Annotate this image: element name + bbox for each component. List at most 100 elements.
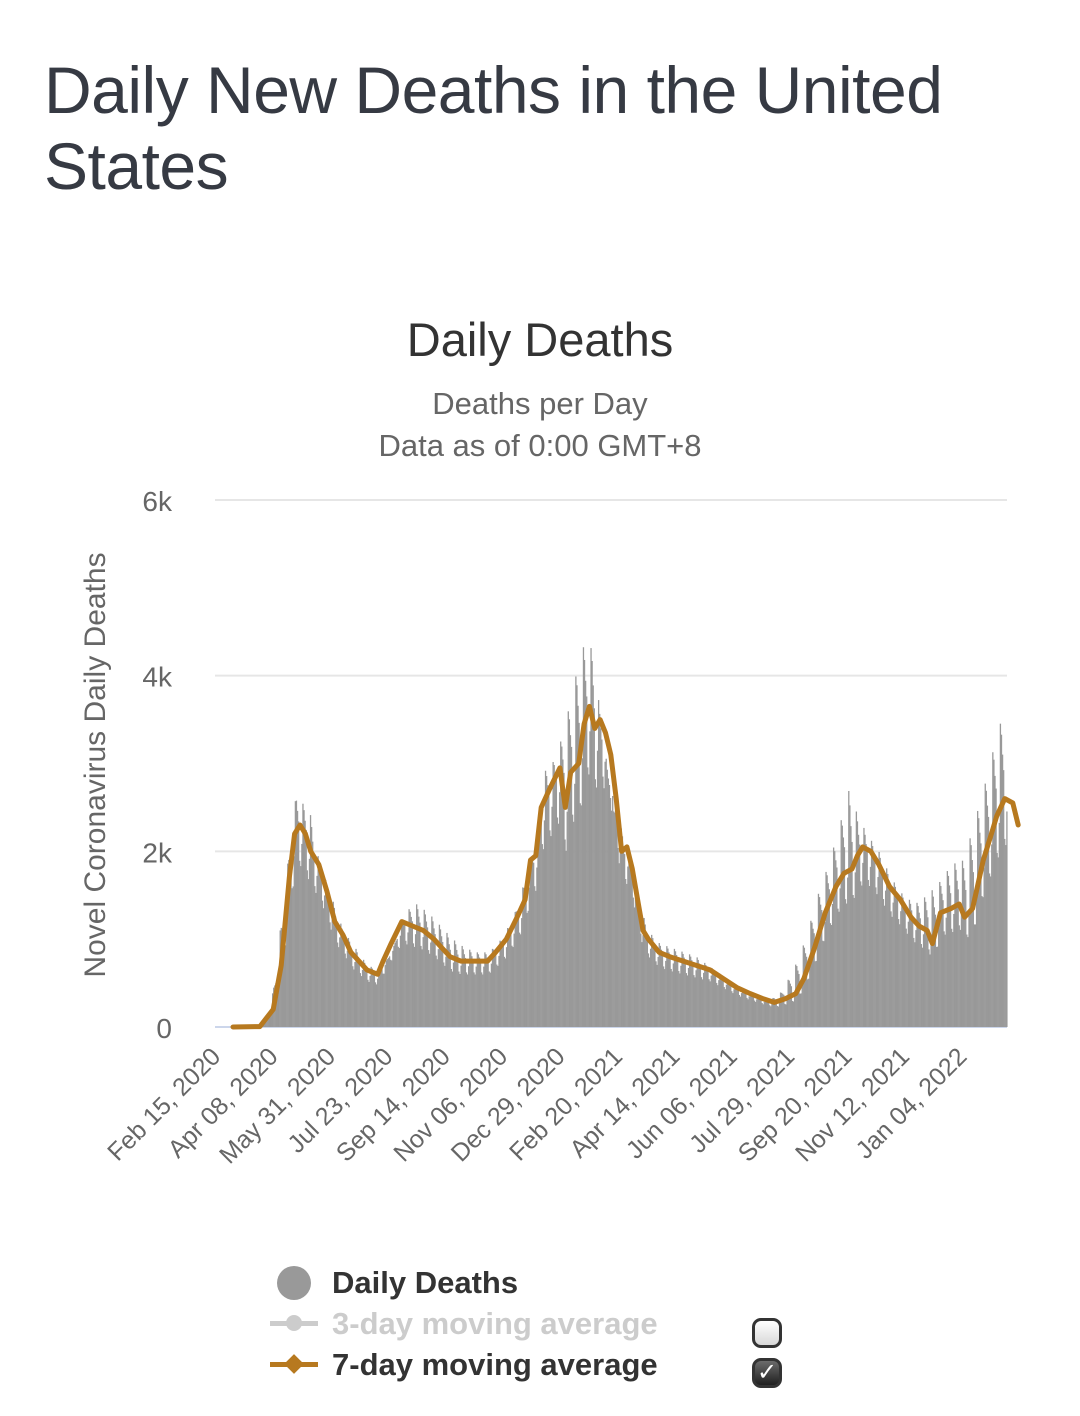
bar <box>530 859 533 1027</box>
bar <box>290 859 292 1027</box>
bar <box>456 949 458 1027</box>
bar <box>921 947 924 1027</box>
bar <box>347 937 350 1027</box>
bar <box>287 863 289 1027</box>
bar <box>583 659 586 1027</box>
bar <box>697 959 699 1027</box>
bar <box>396 938 398 1027</box>
bar <box>420 945 422 1027</box>
bar <box>569 735 572 1027</box>
bar <box>551 806 553 1027</box>
bar <box>878 851 880 1027</box>
legend-label: 3-day moving average <box>332 1305 658 1341</box>
bar <box>627 866 629 1027</box>
legend-item-7-day-average[interactable]: 7-day moving average <box>270 1344 658 1385</box>
bar <box>861 885 863 1027</box>
bar <box>616 820 618 1027</box>
bar <box>471 956 473 1027</box>
bar <box>755 1001 757 1027</box>
bar <box>316 875 318 1027</box>
bar <box>768 1001 770 1027</box>
bar <box>784 1003 786 1027</box>
bar <box>437 949 439 1027</box>
y-tick-label: 6k <box>142 486 173 517</box>
bar <box>951 928 953 1027</box>
bar <box>669 955 671 1027</box>
bar <box>594 779 597 1027</box>
bar <box>677 958 679 1027</box>
bar <box>779 992 782 1027</box>
bar <box>399 935 402 1027</box>
bar <box>413 946 416 1027</box>
bar <box>534 886 536 1027</box>
line-circle-marker-icon <box>270 1303 318 1344</box>
bar <box>780 992 783 1027</box>
bar <box>270 1012 273 1027</box>
bar <box>444 965 446 1027</box>
bar <box>868 886 871 1027</box>
bar <box>843 847 846 1027</box>
bar <box>440 936 443 1027</box>
bar <box>412 943 415 1027</box>
bar <box>408 909 410 1027</box>
bar <box>312 841 314 1027</box>
bar <box>916 902 918 1027</box>
bar <box>662 966 665 1027</box>
bar <box>286 919 288 1027</box>
bar <box>749 994 751 1027</box>
bar <box>658 943 660 1027</box>
y-tick-label: 0 <box>156 1013 172 1044</box>
bar <box>972 872 974 1027</box>
bar <box>406 944 408 1027</box>
bar <box>855 811 858 1027</box>
bar <box>743 991 745 1027</box>
legend-item-daily-deaths[interactable]: Daily Deaths <box>270 1262 658 1303</box>
bar <box>953 913 955 1027</box>
bar <box>664 969 666 1027</box>
bar <box>446 932 448 1027</box>
bar <box>483 966 485 1027</box>
bar <box>498 955 500 1027</box>
bar <box>346 950 349 1027</box>
bar <box>375 984 378 1027</box>
bar <box>867 879 869 1027</box>
bar <box>373 973 376 1027</box>
bar <box>873 853 875 1027</box>
bar <box>404 922 406 1027</box>
bar <box>558 792 561 1027</box>
bar <box>461 945 463 1027</box>
bar <box>975 897 978 1027</box>
bar <box>281 930 284 1027</box>
bar <box>313 852 315 1027</box>
bar <box>352 966 354 1027</box>
bar <box>482 974 484 1027</box>
bar <box>804 953 807 1027</box>
7-day-average-checkbox[interactable]: ✓ <box>752 1358 782 1388</box>
bar <box>549 830 551 1027</box>
bar <box>938 927 940 1027</box>
bar <box>682 953 684 1027</box>
page-title: Daily New Deaths in the United States <box>44 53 943 203</box>
bar <box>397 946 399 1027</box>
bar <box>871 846 874 1027</box>
bar <box>575 676 577 1027</box>
bar <box>502 944 504 1027</box>
bar <box>799 993 801 1027</box>
bar <box>902 897 904 1027</box>
bar <box>764 999 767 1027</box>
bar <box>965 889 967 1027</box>
legend-item-3-day-average[interactable]: 3-day moving average <box>270 1303 658 1344</box>
bar <box>964 880 966 1027</box>
bar <box>863 827 865 1027</box>
bar <box>527 910 529 1027</box>
bar <box>688 954 691 1027</box>
bar <box>459 973 461 1027</box>
bar <box>411 921 413 1027</box>
bar <box>410 916 412 1027</box>
bar <box>985 790 987 1027</box>
bar <box>905 928 907 1027</box>
3-day-average-checkbox[interactable] <box>752 1318 782 1348</box>
bar <box>615 815 617 1027</box>
bar <box>555 777 558 1027</box>
bar <box>362 959 365 1027</box>
